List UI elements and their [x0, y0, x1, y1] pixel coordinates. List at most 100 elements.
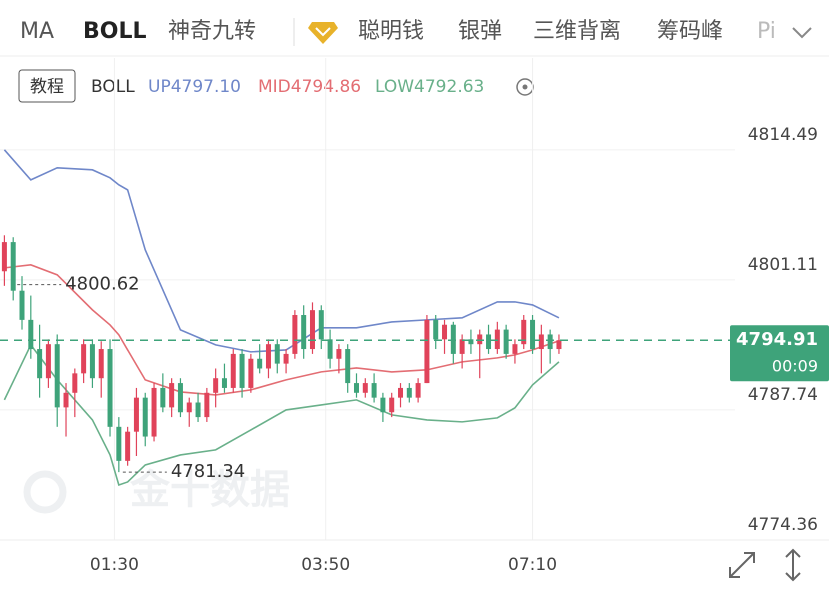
x-tick-label: 07:10 — [508, 555, 557, 575]
candle-body — [486, 334, 492, 350]
settings-icon-dot — [522, 84, 528, 90]
countdown-label: 00:09 — [772, 357, 818, 376]
tutorial-label: 教程 — [30, 77, 64, 97]
candle-body — [477, 334, 483, 345]
candle-body — [213, 378, 219, 393]
legend-entry: UP4797.10 — [148, 77, 241, 97]
candle-body — [353, 383, 359, 393]
candle-body — [345, 349, 351, 384]
candle-body — [468, 339, 474, 345]
annotation-label: 4800.62 — [65, 274, 139, 295]
candle-body — [362, 383, 368, 393]
candle-body — [556, 340, 562, 350]
tab[interactable]: Pi — [757, 19, 776, 44]
candle-body — [406, 387, 412, 398]
tab[interactable]: MA — [20, 19, 54, 44]
candle-body — [371, 383, 377, 398]
candle-body — [265, 344, 271, 369]
candle-body — [19, 290, 25, 320]
candle-body — [274, 344, 280, 364]
tab-active[interactable]: BOLL — [83, 19, 147, 44]
tab[interactable]: 聪明钱 — [358, 19, 424, 44]
candle-body — [1, 242, 7, 272]
diamond-icon — [308, 22, 338, 44]
candle-body — [81, 344, 87, 374]
expand-chevron[interactable] — [792, 27, 812, 39]
tab[interactable]: 三维背离 — [533, 19, 621, 44]
tab[interactable]: 神奇九转 — [168, 19, 256, 44]
candle-body — [424, 319, 430, 384]
indicator-name: BOLL — [91, 77, 135, 97]
candle-body — [133, 397, 139, 432]
scale-icon[interactable] — [785, 548, 801, 582]
candle-body — [521, 319, 527, 345]
candle-body — [389, 397, 395, 413]
candle-body — [398, 387, 404, 398]
candle-body — [257, 358, 263, 369]
tutorial-button[interactable] — [18, 69, 76, 103]
band-line — [3, 343, 560, 486]
candle-body — [169, 383, 175, 408]
candle-body — [442, 324, 448, 340]
candle-body — [28, 319, 34, 350]
candle-body — [204, 392, 210, 418]
candle-body — [450, 324, 456, 354]
y-tick-label: 4801.11 — [748, 255, 818, 275]
chevron-bg — [776, 14, 829, 50]
diamond-icon-mark — [315, 27, 331, 37]
current-price-tag — [730, 325, 829, 382]
candle-body — [221, 378, 227, 388]
candle-body — [336, 349, 342, 359]
toolbar: MA BOLL 神奇九转 聪明钱 银弹 三维背离 筹码峰 Pi — [0, 14, 829, 57]
legend: 教程 BOLL UP4797.10 MID4794.86 LOW4792.63 — [18, 69, 534, 103]
y-tick-label: 4814.49 — [748, 125, 818, 145]
candle-body — [10, 242, 16, 291]
legend-entry: MID4794.86 — [258, 77, 361, 97]
candle-body — [318, 310, 324, 340]
candle-body — [72, 373, 78, 393]
legend-entry: LOW4792.63 — [375, 77, 484, 97]
candle-body — [98, 349, 104, 379]
candle-body — [538, 334, 544, 350]
candle-body — [547, 334, 553, 350]
candle-body — [239, 353, 245, 388]
candle-body — [54, 344, 60, 408]
x-tick-label: 03:50 — [301, 555, 350, 575]
y-tick-label: 4787.74 — [748, 385, 818, 405]
fullscreen-icon[interactable] — [729, 552, 755, 578]
tab[interactable]: 银弹 — [458, 19, 502, 44]
candle-body — [459, 339, 465, 354]
candle-body — [45, 344, 51, 379]
candle-body — [530, 319, 536, 350]
tab[interactable]: 筹码峰 — [657, 19, 723, 44]
candle-body — [142, 397, 148, 437]
band-line — [3, 149, 560, 353]
candle-body — [186, 402, 192, 413]
candle-body — [195, 402, 201, 418]
watermark: 金十数据 — [129, 467, 290, 513]
candle-body — [380, 397, 386, 413]
plot: 4814.49 4801.11 4787.74 4774.36 01:30 03:50 07… — [0, 58, 829, 575]
current-price-label: 4794.91 — [736, 329, 818, 350]
candle-body — [125, 431, 131, 461]
candle-body — [494, 329, 500, 350]
candle-body — [151, 387, 157, 437]
zoom-icons — [729, 548, 801, 582]
candle-body — [512, 344, 518, 354]
candle-body — [503, 329, 509, 354]
candle-body — [283, 353, 289, 364]
candle-body — [107, 349, 113, 427]
candle-body — [177, 383, 183, 413]
candle-body — [89, 344, 95, 379]
annotation-label: 4781.34 — [171, 461, 245, 482]
x-tick-label: 01:30 — [90, 555, 139, 575]
watermark-logo — [23, 470, 67, 514]
candle-body — [309, 310, 315, 350]
candle-body — [230, 353, 236, 388]
candle-body — [327, 339, 333, 359]
y-tick-label: 4774.36 — [748, 515, 818, 535]
candle-body — [248, 358, 254, 388]
candle-body — [301, 315, 307, 350]
